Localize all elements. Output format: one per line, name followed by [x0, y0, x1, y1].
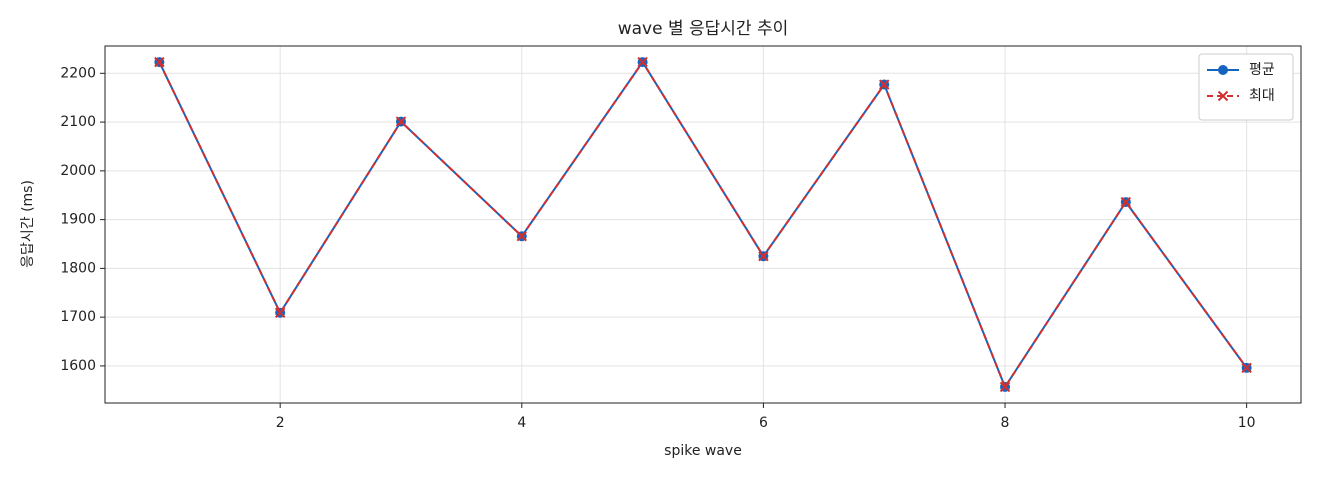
legend-label: 평균 [1249, 62, 1275, 78]
legend-marker [1217, 90, 1229, 102]
y-axis-label: 응답시간 (ms) [20, 180, 36, 268]
x-tick-label: 10 [1238, 415, 1256, 431]
y-tick-label: 1800 [60, 260, 96, 276]
chart-title: wave 별 응답시간 추이 [618, 19, 789, 39]
y-tick-label: 2200 [60, 65, 96, 81]
legend-label: 최대 [1249, 88, 1275, 104]
x-axis-label: spike wave [664, 443, 742, 459]
marker [154, 56, 165, 68]
marker [879, 79, 890, 90]
marker [999, 381, 1011, 393]
x-tick-label: 8 [1001, 415, 1010, 431]
y-tick-label: 1900 [60, 212, 96, 228]
marker [1120, 196, 1132, 208]
marker [274, 307, 286, 318]
y-tick-label: 1600 [60, 358, 96, 374]
x-tick-label: 4 [517, 415, 526, 431]
y-tick-label: 2100 [60, 114, 96, 130]
marker [1241, 362, 1252, 374]
y-tick-label: 2000 [60, 163, 96, 179]
x-tick-label: 6 [759, 415, 768, 431]
x-tick-label: 2 [276, 415, 285, 431]
plot-frame [104, 45, 1302, 404]
series-line [158, 60, 1248, 390]
marker [516, 230, 527, 242]
series-line [158, 60, 1248, 390]
marker [637, 56, 648, 68]
legend-marker [1218, 65, 1228, 75]
legend-box [1198, 53, 1294, 121]
marker [758, 250, 769, 262]
y-tick-label: 1700 [60, 309, 96, 325]
marker [395, 116, 407, 127]
